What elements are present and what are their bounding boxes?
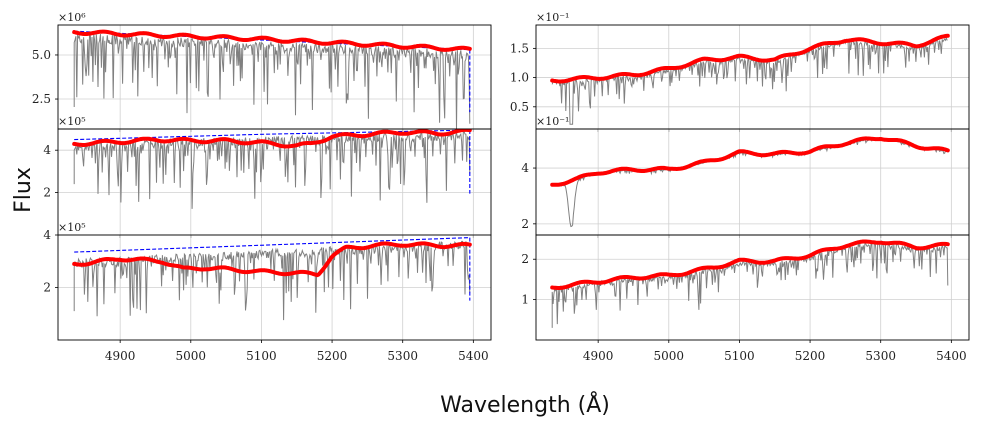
x-tick-label: 5200: [795, 349, 826, 363]
y-tick-label: 2: [43, 281, 51, 295]
panel-frame: [535, 234, 970, 341]
panel-left-top: 2.5 5.0 ×10⁶: [32, 11, 492, 132]
y-multiplier-label: ×10⁶: [58, 11, 86, 24]
x-tick-label: 5400: [936, 349, 967, 363]
model-fit-line: [72, 241, 472, 278]
x-tick-label: 4900: [583, 349, 614, 363]
y-tick-label: 1: [521, 293, 529, 307]
model-fit-line: [550, 239, 950, 290]
model-fit-line: [72, 29, 472, 52]
y-tick-label: 2: [521, 252, 529, 266]
y-tick-label: 4: [43, 228, 51, 242]
plot-area: [550, 239, 950, 328]
model-fit-line: [550, 136, 950, 187]
panel-grid: 2.5 5.0 ×10⁶ 2 4 ×10⁵ 2 4 4900 5000 5100 5200 5300 54…: [32, 11, 970, 363]
y-axis-label: Flux: [11, 167, 36, 213]
y-multiplier-label: ×10⁵: [58, 221, 86, 234]
continuum-line: [74, 129, 470, 141]
x-tick-label: 5100: [724, 349, 755, 363]
x-tick-label: 4900: [105, 349, 136, 363]
y-multiplier-label: ×10⁻¹: [536, 115, 569, 128]
y-tick-label: 5.0: [32, 48, 51, 62]
y-tick-label: 2: [43, 186, 51, 200]
y-tick-label: 2.5: [32, 92, 51, 106]
y-tick-label: 1.5: [510, 41, 529, 55]
x-tick-label: 5400: [458, 349, 489, 363]
plot-area: [72, 129, 472, 209]
observed-spectrum-line: [551, 36, 948, 125]
panel-left-mid: 2 4 ×10⁵: [43, 115, 492, 238]
y-tick-label: 1.0: [510, 71, 529, 85]
observed-spectrum-line: [73, 240, 471, 321]
model-fit-line: [550, 33, 950, 84]
plot-area: [550, 136, 950, 228]
x-tick-label: 5300: [387, 349, 418, 363]
panel-frame: [535, 128, 970, 236]
x-tick-label: 5000: [654, 349, 685, 363]
y-multiplier-label: ×10⁻¹: [536, 11, 569, 24]
panel-right-top: 0.5 1.0 1.5 ×10⁻¹: [510, 11, 970, 132]
plot-area: [550, 33, 950, 125]
y-tick-label: 4: [43, 143, 51, 157]
y-tick-label: 2: [521, 217, 529, 231]
y-tick-label: 4: [521, 161, 529, 175]
panel-right-bot: 1 2 4900 5000 5100 5200 5300 5400: [521, 234, 970, 363]
x-tick-label: 5200: [317, 349, 348, 363]
panel-right-mid: 2 4 ×10⁻¹: [521, 115, 970, 238]
observed-spectrum-line: [551, 240, 949, 328]
x-tick-label: 5000: [176, 349, 207, 363]
x-tick-label: 5100: [246, 349, 277, 363]
x-axis-label: Wavelength (Å): [440, 391, 610, 418]
y-multiplier-label: ×10⁵: [58, 115, 86, 128]
y-tick-label: 0.5: [510, 100, 529, 114]
plot-area: [72, 237, 472, 321]
x-tick-label: 5300: [865, 349, 896, 363]
panel-left-bot: 2 4 4900 5000 5100 5200 5300 5400 ×10⁵: [43, 221, 492, 363]
model-fit-line: [72, 129, 472, 149]
plot-area: [72, 29, 472, 129]
